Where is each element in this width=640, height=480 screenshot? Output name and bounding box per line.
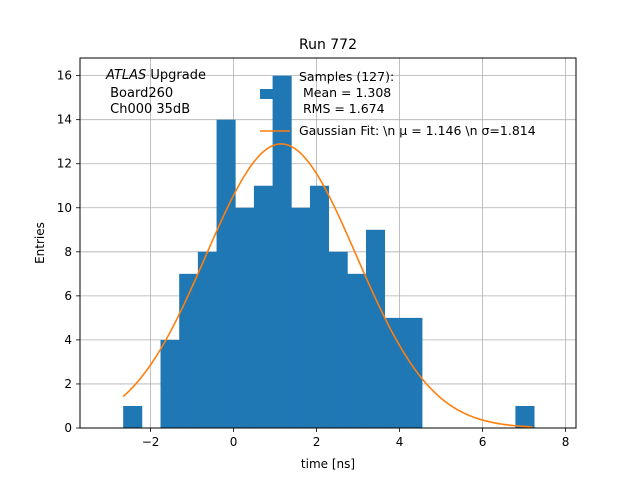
histogram-bar [365, 229, 386, 428]
y-axis-ticks: 0 2 4 6 8 10 12 14 16 [57, 69, 80, 435]
histogram-bar [328, 251, 348, 428]
y-tick-label: 12 [57, 157, 72, 171]
histogram-bar [235, 207, 255, 428]
y-tick-label: 16 [57, 69, 72, 83]
histogram-bar [216, 119, 236, 429]
y-axis-label: Entries [33, 222, 47, 264]
y-tick-label: 8 [64, 245, 72, 259]
x-tick-label: 0 [230, 435, 238, 449]
histogram-bars [123, 75, 535, 429]
upgrade-label: Upgrade [146, 68, 206, 83]
legend-samples-label: Samples (127): [299, 69, 394, 84]
x-tick-label: −2 [142, 435, 160, 449]
legend: Samples (127): Mean = 1.308 RMS = 1.674 … [260, 69, 536, 138]
legend-rms-label: RMS = 1.674 [299, 101, 385, 116]
y-tick-label: 6 [64, 289, 72, 303]
x-axis-ticks: −2 0 2 4 6 8 [142, 428, 570, 449]
legend-mean-label: Mean = 1.308 [299, 85, 391, 100]
legend-histogram-swatch [260, 89, 288, 99]
histogram-bar [197, 251, 217, 428]
x-tick-label: 4 [396, 435, 404, 449]
histogram-bar [515, 405, 535, 428]
y-tick-label: 10 [57, 201, 72, 215]
y-tick-label: 4 [64, 333, 72, 347]
y-tick-label: 0 [64, 421, 72, 435]
atlas-label: ATLAS [105, 68, 146, 83]
x-tick-label: 6 [479, 435, 487, 449]
annotation-board: Board260 [106, 86, 173, 101]
x-tick-label: 8 [562, 435, 570, 449]
legend-fit-label: Gaussian Fit: \n μ = 1.146 \n σ=1.814 [299, 123, 536, 138]
histogram-bar [272, 75, 292, 428]
y-tick-label: 2 [64, 377, 72, 391]
histogram-bar [347, 273, 367, 428]
histogram-bar [253, 185, 273, 428]
y-tick-label: 14 [57, 113, 72, 127]
gaussian-fit-curve [122, 143, 533, 428]
histogram-bar [123, 405, 143, 428]
histogram-bar [291, 207, 311, 428]
x-tick-label: 2 [313, 435, 321, 449]
histogram-bar [309, 185, 330, 428]
annotation-line-1: ATLAS Upgrade [105, 68, 206, 83]
histogram-bar [179, 273, 199, 428]
histogram-bar [160, 339, 180, 428]
annotation-channel: Ch000 35dB [106, 102, 190, 117]
histogram-bar [403, 317, 423, 428]
axes-frame [79, 57, 577, 429]
x-axis-label: time [ns] [301, 457, 355, 471]
atlas-annotation: ATLAS Upgrade Board260 Ch000 35dB [105, 68, 206, 117]
chart-title: Run 772 [299, 37, 357, 53]
